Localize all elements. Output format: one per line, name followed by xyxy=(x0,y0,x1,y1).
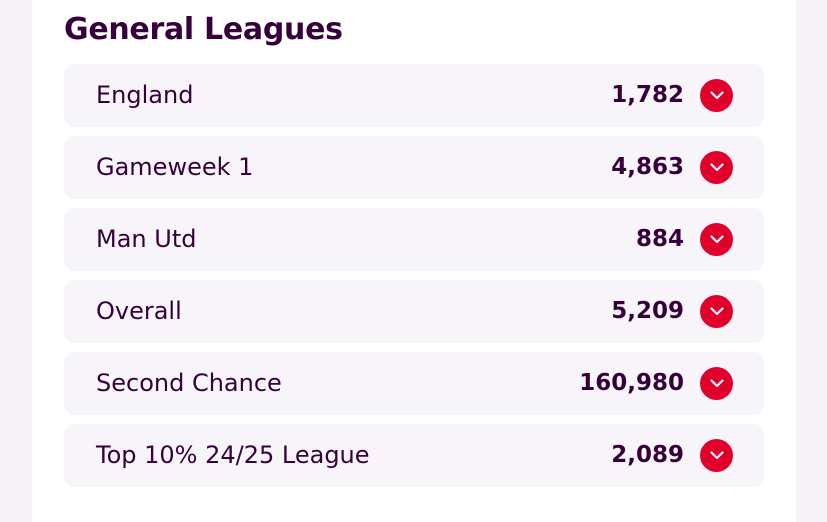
league-rank: 4,863 xyxy=(611,154,684,180)
chevron-down-icon[interactable] xyxy=(700,439,733,472)
league-name: Top 10% 24/25 League xyxy=(96,441,370,469)
chevron-down-icon[interactable] xyxy=(700,295,733,328)
chevron-down-icon[interactable] xyxy=(700,367,733,400)
chevron-down-icon[interactable] xyxy=(700,223,733,256)
league-name: Second Chance xyxy=(96,369,282,397)
league-row-second-chance[interactable]: Second Chance 160,980 xyxy=(64,352,764,415)
league-name: Man Utd xyxy=(96,225,197,253)
league-rank: 160,980 xyxy=(579,370,684,396)
chevron-down-icon[interactable] xyxy=(700,151,733,184)
league-row-england[interactable]: England 1,782 xyxy=(64,64,764,127)
league-row-top-10-percent[interactable]: Top 10% 24/25 League 2,089 xyxy=(64,424,764,487)
league-name: Overall xyxy=(96,297,182,325)
league-list: England 1,782 Gameweek 1 4,863 Man Utd 8… xyxy=(64,64,764,496)
league-rank: 884 xyxy=(635,226,684,252)
league-name: Gameweek 1 xyxy=(96,153,254,181)
league-row-overall[interactable]: Overall 5,209 xyxy=(64,280,764,343)
league-rank: 1,782 xyxy=(611,82,684,108)
section-title: General Leagues xyxy=(64,12,343,47)
league-row-gameweek-1[interactable]: Gameweek 1 4,863 xyxy=(64,136,764,199)
league-name: England xyxy=(96,81,194,109)
chevron-down-icon[interactable] xyxy=(700,79,733,112)
league-row-man-utd[interactable]: Man Utd 884 xyxy=(64,208,764,271)
league-rank: 5,209 xyxy=(611,298,684,324)
league-rank: 2,089 xyxy=(611,442,684,468)
